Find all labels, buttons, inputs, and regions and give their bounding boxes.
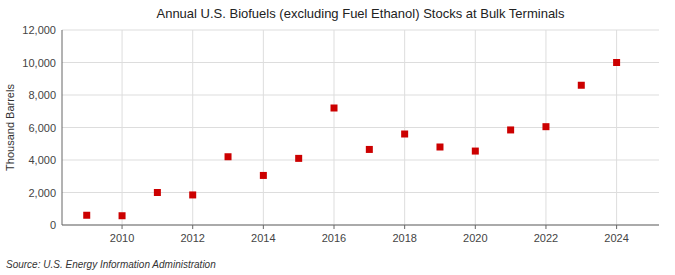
- x-tick-label: 2012: [180, 232, 204, 244]
- title: Annual U.S. Biofuels (excluding Fuel Eth…: [156, 6, 565, 21]
- x-tick-label: 2014: [251, 232, 275, 244]
- point: [260, 172, 267, 179]
- point: [331, 105, 338, 112]
- x-tick-label: 2020: [463, 232, 487, 244]
- grid-line-y: [62, 225, 659, 226]
- chart-container: Annual U.S. Biofuels (excluding Fuel Eth…: [0, 0, 675, 275]
- x-tick-label: 2016: [322, 232, 346, 244]
- point: [401, 131, 408, 138]
- x-tick: [616, 225, 617, 229]
- y-tick-label: 0: [50, 219, 56, 231]
- x-tick: [475, 225, 476, 229]
- point: [83, 212, 90, 219]
- point: [472, 148, 479, 155]
- x-tick: [545, 225, 546, 229]
- point: [154, 189, 161, 196]
- grid-line-y: [62, 95, 659, 96]
- grid-line-y: [62, 160, 659, 161]
- y-axis-line: [62, 30, 63, 225]
- source-note: Source: U.S. Energy Information Administ…: [6, 259, 216, 270]
- grid-line-y: [62, 30, 659, 31]
- y-tick-label: 6,000: [28, 122, 56, 134]
- point: [366, 146, 373, 153]
- x-axis-line: [62, 225, 659, 226]
- axes: 0 2,000 4,000 6,000 8,000 10,000 12,000 2010 201…: [22, 24, 659, 244]
- point: [507, 126, 514, 133]
- point: [295, 155, 302, 162]
- grid-line-x: [263, 30, 264, 225]
- x-tick-label: 2010: [110, 232, 134, 244]
- grid-line-x: [475, 30, 476, 225]
- grid-line-y: [62, 192, 659, 193]
- grid-line-y: [62, 62, 659, 63]
- x-tick: [263, 225, 264, 229]
- point: [189, 191, 196, 198]
- x-tick: [404, 225, 405, 229]
- point: [436, 144, 443, 151]
- x-tick: [122, 225, 123, 229]
- x-tick-label: 2018: [392, 232, 416, 244]
- point: [119, 212, 126, 219]
- y-axis-label: Thousand Barrels: [4, 84, 16, 171]
- y-tick-label: 2,000: [28, 187, 56, 199]
- chart-svg: Annual U.S. Biofuels (excluding Fuel Eth…: [0, 0, 675, 275]
- point: [613, 59, 620, 66]
- grid-line-x: [404, 30, 405, 225]
- grid: [62, 30, 659, 225]
- point: [578, 82, 585, 89]
- y-tick-label: 12,000: [22, 24, 56, 36]
- x-tick-label: 2024: [604, 232, 628, 244]
- y-tick-label: 4,000: [28, 154, 56, 166]
- grid-line-y: [62, 127, 659, 128]
- y-tick-label: 8,000: [28, 89, 56, 101]
- point: [225, 153, 232, 160]
- y-tick-label: 10,000: [22, 57, 56, 69]
- x-tick-label: 2022: [534, 232, 558, 244]
- point: [542, 123, 549, 130]
- x-tick: [192, 225, 193, 229]
- x-tick: [334, 225, 335, 229]
- grid-line-x: [334, 30, 335, 225]
- grid-line-x: [122, 30, 123, 225]
- points: [83, 59, 620, 219]
